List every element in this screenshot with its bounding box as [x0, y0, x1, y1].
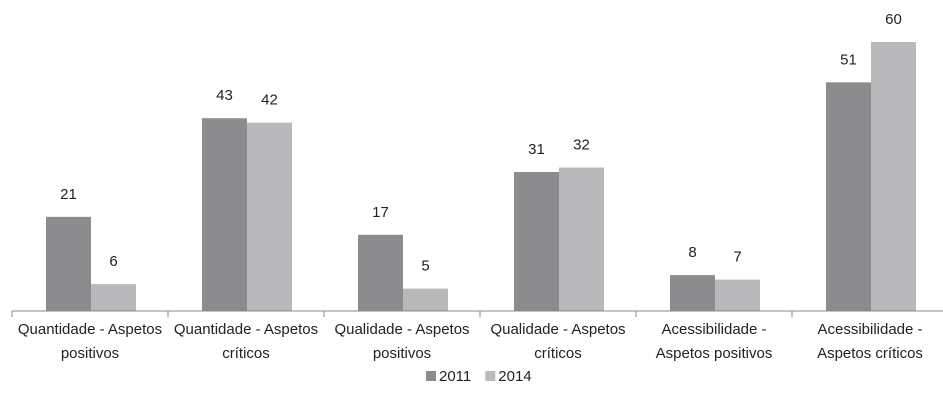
data-label: 17: [372, 204, 389, 221]
legend-label: 2011: [439, 368, 471, 385]
data-label: 32: [573, 137, 590, 154]
bar: [403, 288, 448, 311]
x-tick-label: Qualidade - Aspetos positivos: [334, 321, 470, 362]
bar: [46, 216, 91, 311]
data-label: 51: [840, 51, 857, 68]
bar: [247, 122, 292, 311]
data-label: 5: [421, 258, 429, 275]
data-label: 31: [528, 141, 545, 158]
bar: [559, 167, 604, 311]
x-tick-label: Qualidade - Aspetos críticos: [490, 321, 626, 362]
bar: [871, 42, 916, 311]
x-tick-label: Quantidade - Aspetos críticos: [173, 321, 319, 362]
bar: [514, 172, 559, 311]
bar: [202, 118, 247, 311]
bar: [358, 234, 403, 311]
legend-swatch: [426, 371, 436, 381]
data-label: 21: [60, 186, 77, 203]
legend-swatch: [485, 371, 496, 381]
data-label: 43: [216, 87, 233, 104]
data-label: 8: [688, 244, 696, 261]
legend-label: 2014: [498, 368, 531, 385]
bar: [91, 284, 136, 311]
x-tick-label: Acessibilidade - Aspetos críticos: [817, 321, 923, 362]
bar: [826, 82, 871, 311]
x-tick-label: Acessibilidade - Aspetos positivos: [655, 321, 773, 362]
data-label: 42: [261, 92, 278, 109]
bar: [715, 279, 760, 311]
data-label: 7: [733, 249, 741, 266]
data-label: 6: [109, 253, 117, 270]
x-tick-label: Quantidade - Aspetos positivos: [17, 321, 163, 362]
bar: [670, 275, 715, 311]
data-label: 60: [885, 11, 902, 28]
